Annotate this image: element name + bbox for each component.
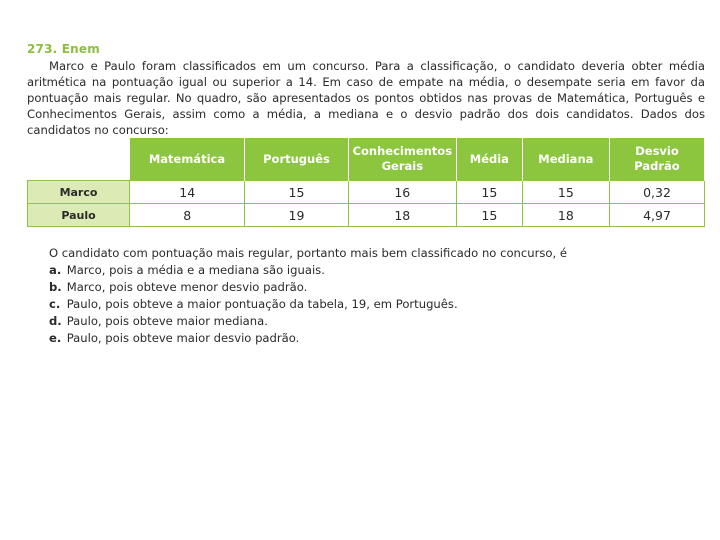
column-header: Média [456,138,523,181]
question-stem: Marco e Paulo foram classificados em um … [27,58,705,138]
option-text: Marco, pois obteve menor desvio padrão. [66,280,308,294]
option-c[interactable]: c. Paulo, pois obteve a maior pontuação … [49,296,458,313]
column-header: Português [244,138,349,181]
option-text: Paulo, pois obteve a maior pontuação da … [66,297,458,311]
column-header: Conhecimentos Gerais [348,138,458,181]
table-cell: 16 [348,180,458,204]
column-header: Desvio Padrão [609,138,705,181]
table-cell: 15 [244,180,349,204]
option-d[interactable]: d. Paulo, pois obteve maior mediana. [49,313,458,330]
option-e[interactable]: e. Paulo, pois obteve maior desvio padrã… [49,330,458,347]
candidate-name: Marco [27,180,130,204]
table-cell: 15 [456,180,523,204]
table-cell: 8 [129,203,246,227]
table-cell: 15 [522,180,611,204]
column-header: Mediana [522,138,611,181]
option-a[interactable]: a. Marco, pois a média e a mediana são i… [49,262,458,279]
answer-options: a. Marco, pois a média e a mediana são i… [41,262,458,347]
table-header-row: Matemática Português Conhecimentos Gerai… [27,138,705,181]
table-corner-cell [27,138,130,181]
option-letter: a. [49,263,62,277]
option-letter: b. [49,280,62,294]
table-row: Paulo 8 19 18 15 18 4,97 [27,203,705,227]
question-prompt: O candidato com pontuação mais regular, … [49,246,568,260]
table-row: Marco 14 15 16 15 15 0,32 [27,180,705,204]
table-cell: 0,32 [609,180,705,204]
question-stem-text: Marco e Paulo foram classificados em um … [27,59,705,137]
table-cell: 14 [129,180,246,204]
table-cell: 19 [244,203,349,227]
table-cell: 4,97 [609,203,705,227]
option-text: Paulo, pois obteve maior desvio padrão. [66,331,300,345]
question-number: 273. Enem [27,42,100,56]
option-letter: e. [49,331,62,345]
candidate-name: Paulo [27,203,130,227]
column-header: Matemática [129,138,246,181]
table-cell: 18 [522,203,611,227]
option-letter: c. [49,297,61,311]
option-text: Paulo, pois obteve maior mediana. [66,314,268,328]
option-b[interactable]: b. Marco, pois obteve menor desvio padrã… [41,279,458,296]
table-cell: 18 [348,203,458,227]
candidates-table: Matemática Português Conhecimentos Gerai… [27,138,705,227]
option-text: Marco, pois a média e a mediana são igua… [66,263,325,277]
option-letter: d. [49,314,62,328]
table-cell: 15 [456,203,523,227]
